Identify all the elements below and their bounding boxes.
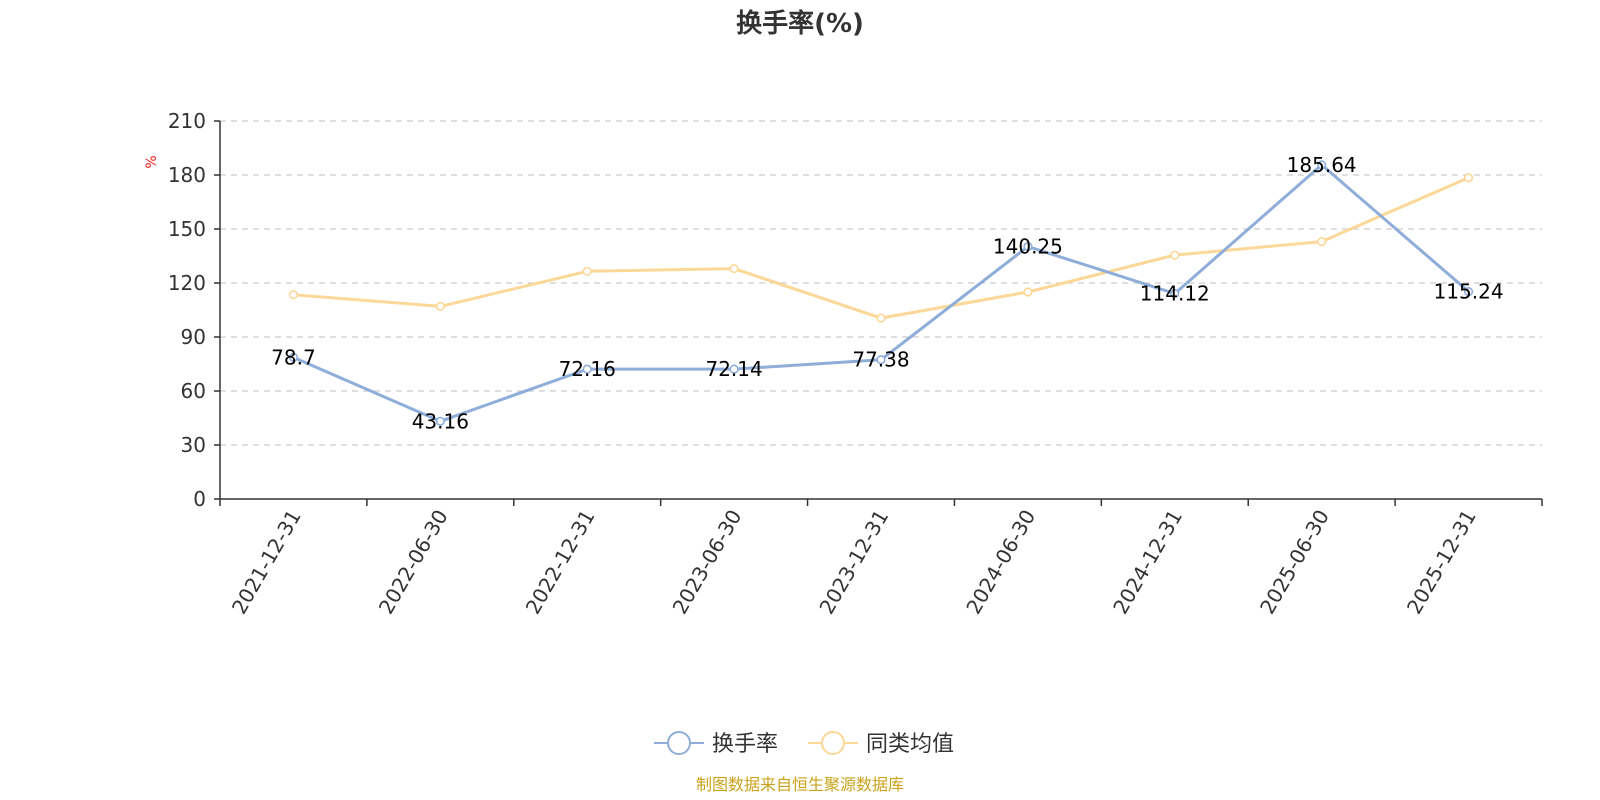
legend[interactable]: 换手率 同类均值: [654, 731, 954, 757]
series-1-point-2024-12-31[interactable]: [1170, 250, 1180, 260]
data-source-note: 制图数据来自恒生聚源数据库: [696, 775, 904, 794]
data-label-2024-12-31: 114.12: [1140, 282, 1210, 306]
legend-marker-icon: [667, 731, 691, 755]
legend-item-0[interactable]: 换手率: [654, 731, 778, 757]
series-0-point-2022-06-30[interactable]: [435, 416, 445, 426]
series-line-0: [291, 163, 1471, 423]
data-label-2022-12-31: 72.16: [559, 357, 616, 381]
x-tick-label-2025-06-30: 2025-06-30: [1255, 506, 1334, 619]
legend-label-1: 同类均值: [866, 732, 954, 757]
data-label-2021-12-31: 78.7: [271, 345, 316, 369]
y-tick-label-0: 0: [193, 487, 206, 511]
y-tick-label-150: 150: [168, 217, 206, 241]
data-label-2023-06-30: 72.14: [705, 357, 762, 381]
series-0-point-2021-12-31[interactable]: [288, 352, 299, 362]
data-label-2024-06-30: 140.25: [993, 235, 1063, 259]
legend-marker-icon: [821, 731, 845, 755]
x-tick-label-2024-12-31: 2024-12-31: [1108, 506, 1187, 619]
x-tick-label-2022-06-30: 2022-06-30: [374, 506, 453, 619]
x-tick-label-2025-12-31: 2025-12-31: [1402, 506, 1481, 619]
data-label-2022-06-30: 43.16: [412, 409, 469, 433]
legend-label-0: 换手率: [712, 732, 778, 757]
series-line-1: [291, 176, 1471, 320]
series-0-point-2022-12-31[interactable]: [582, 364, 592, 374]
series-0-point-2024-06-30[interactable]: [1023, 241, 1033, 252]
series-1-point-2022-06-30[interactable]: [435, 301, 445, 312]
x-tick-label-2024-06-30: 2024-06-30: [961, 506, 1040, 619]
series-0-point-2023-12-31[interactable]: [876, 355, 886, 365]
series-1-point-2025-06-30[interactable]: [1317, 237, 1327, 247]
series-0-point-2024-12-31[interactable]: [1170, 288, 1180, 299]
chart-title: 换手率(%): [736, 8, 864, 39]
x-tick-label-2023-12-31: 2023-12-31: [814, 506, 893, 619]
series-1-point-2025-12-31[interactable]: [1463, 173, 1474, 183]
data-label-2023-12-31: 77.38: [852, 348, 909, 372]
data-label-2025-06-30: 185.64: [1287, 153, 1357, 177]
series-1-point-2024-06-30[interactable]: [1023, 287, 1033, 297]
series-1-point-2022-12-31[interactable]: [582, 266, 592, 276]
y-tick-label-210: 210: [168, 109, 206, 133]
series-0-point-2023-06-30[interactable]: [729, 364, 739, 374]
y-tick-label-180: 180: [168, 163, 206, 187]
series-1-point-2021-12-31[interactable]: [288, 290, 299, 300]
series-0-point-2025-06-30[interactable]: [1317, 160, 1327, 170]
x-tick-label-2022-12-31: 2022-12-31: [521, 506, 600, 619]
series-0-point-2025-12-31[interactable]: [1463, 286, 1474, 297]
y-tick-label-60: 60: [181, 379, 206, 403]
grid-lines: [220, 120, 1542, 446]
y-tick-label-30: 30: [181, 433, 206, 457]
x-tick-label-2023-06-30: 2023-06-30: [668, 506, 747, 619]
data-label-2025-12-31: 115.24: [1434, 280, 1504, 304]
series-1-point-2023-06-30[interactable]: [729, 264, 739, 274]
legend-item-1[interactable]: 同类均值: [808, 731, 954, 757]
x-tick-label-2021-12-31: 2021-12-31: [227, 506, 306, 619]
series-1-point-2023-12-31[interactable]: [876, 313, 886, 323]
y-unit-label: %: [144, 155, 160, 168]
series-lines: [288, 160, 1474, 426]
data-labels: 78.7 43.16 72.16 72.14 77.38 140.25 114.12 185.…: [271, 153, 1503, 433]
y-tick-label-90: 90: [181, 325, 206, 349]
y-tick-label-120: 120: [168, 271, 206, 295]
